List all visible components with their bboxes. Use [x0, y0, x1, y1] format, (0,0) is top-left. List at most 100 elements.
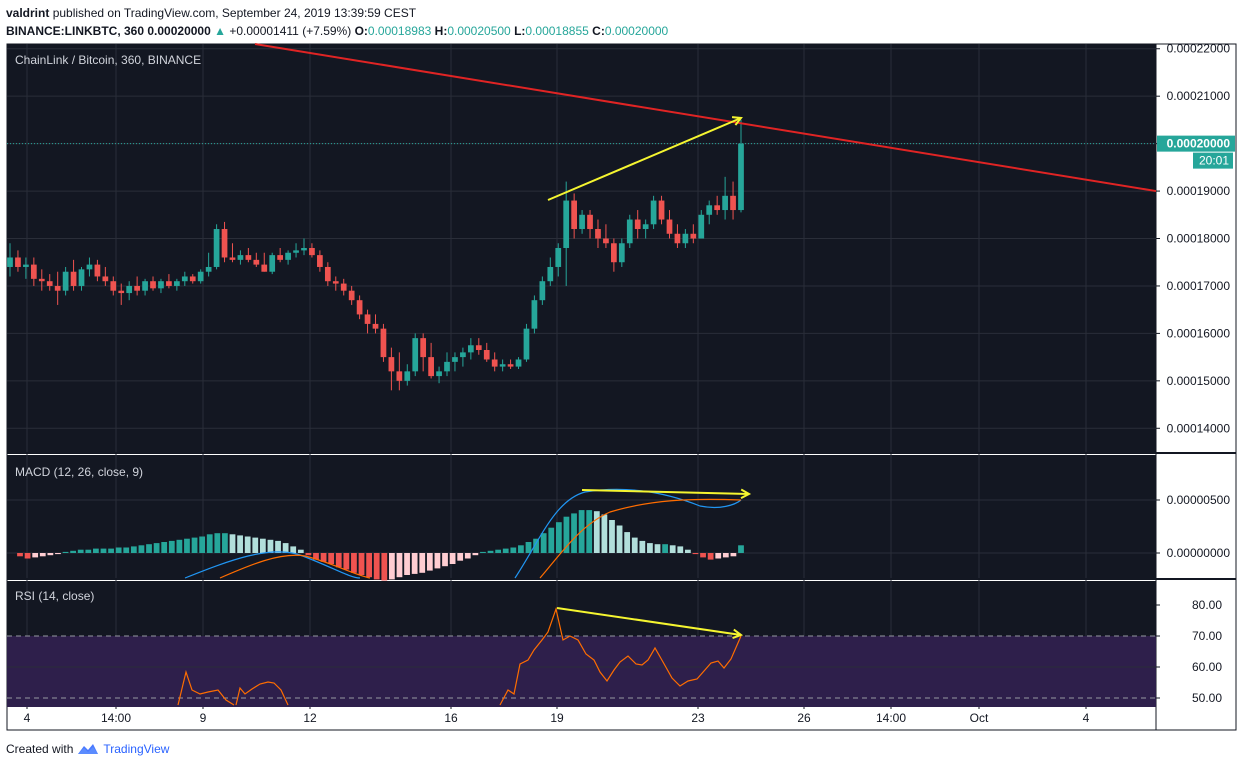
macd-histogram-bar — [692, 553, 699, 555]
candle-up — [698, 214, 705, 239]
macd-histogram-bar — [39, 553, 46, 557]
author-name[interactable]: valdrint — [6, 6, 50, 20]
created-with-label: Created with — [6, 742, 74, 756]
candle-down — [396, 371, 403, 381]
macd-histogram-bar — [191, 537, 198, 553]
candle-up — [547, 266, 554, 282]
macd-histogram-bar — [115, 547, 122, 553]
price-change: +0.00001411 (+7.59%) — [229, 24, 352, 38]
macd-histogram-bar — [495, 549, 502, 553]
publish-text: published on TradingView.com, September … — [52, 6, 417, 20]
macd-histogram-bar — [93, 548, 99, 553]
open-value: 0.00018983 — [367, 24, 432, 38]
candle-down — [54, 285, 61, 291]
candle-down — [475, 345, 482, 350]
candle-up — [722, 195, 728, 211]
macd-histogram-bar — [328, 553, 335, 564]
macd-histogram-bar — [252, 537, 259, 553]
macd-histogram-bar — [32, 553, 39, 558]
macd-histogram-bar — [457, 553, 464, 561]
candle-down — [348, 290, 355, 301]
macd-signal-line — [219, 498, 742, 579]
macd-divergence-arrow — [581, 489, 750, 495]
tradingview-brand[interactable]: TradingView — [103, 742, 170, 756]
publish-line: valdrint published on TradingView.com, S… — [6, 4, 668, 22]
candle-down — [118, 290, 125, 294]
candle-down — [166, 281, 172, 286]
macd-histogram-bar — [130, 546, 137, 553]
macd-histogram-bar — [282, 543, 289, 553]
candle-up — [460, 352, 466, 358]
time-tick-label: 12 — [303, 711, 317, 725]
rsi-tick-label: 50.00 — [1192, 691, 1222, 705]
macd-histogram-bar — [290, 546, 297, 553]
macd-histogram-bar — [647, 543, 653, 553]
macd-histogram-bar — [305, 553, 312, 556]
candle-up — [515, 359, 522, 367]
candle-up — [412, 338, 419, 372]
macd-histogram-bar — [540, 533, 547, 553]
candle-up — [404, 371, 411, 381]
candle-up — [555, 248, 562, 267]
macd-histogram-bar — [426, 553, 433, 571]
candle-down — [317, 255, 323, 267]
time-tick-label: 4 — [24, 711, 31, 725]
macd-histogram-bar — [738, 545, 744, 553]
candle-up — [618, 243, 625, 263]
candle-up — [173, 281, 180, 286]
macd-histogram-bar — [502, 548, 509, 553]
candle-down — [134, 285, 140, 291]
candle-down — [38, 278, 45, 282]
macd-histogram-bar — [555, 522, 562, 553]
open-label: O: — [354, 24, 368, 38]
macd-histogram-bar — [449, 553, 456, 564]
price-tick-label: 0.00019000 — [1167, 184, 1231, 198]
low-value: 0.00018855 — [525, 24, 589, 38]
publication-header: valdrint published on TradingView.com, S… — [6, 4, 668, 40]
macd-histogram-bar — [62, 551, 69, 553]
candle-down — [690, 233, 697, 239]
price-tick-label: 0.00021000 — [1167, 89, 1231, 103]
macd-histogram-bar — [434, 553, 441, 569]
candle-down — [730, 195, 736, 211]
symbol-line: BINANCE:LINKBTC, 360 0.00020000 ▲ +0.000… — [6, 22, 668, 40]
candle-up — [626, 219, 633, 244]
candle-down — [603, 238, 609, 244]
candle-down — [571, 200, 578, 230]
macd-histogram-bar — [373, 553, 380, 580]
candle-down — [102, 276, 109, 282]
time-tick-label: 19 — [550, 711, 564, 725]
countdown-badge — [1193, 152, 1233, 169]
macd-histogram-bar — [411, 553, 418, 574]
candle-up — [158, 281, 164, 289]
macd-histogram-bar — [662, 544, 668, 553]
macd-histogram-bar — [100, 548, 107, 553]
last-price-label: 0.00020000 — [1167, 137, 1231, 151]
macd-histogram-bar — [472, 553, 479, 556]
price-tick-label: 0.00022000 — [1167, 42, 1231, 56]
macd-histogram-bar — [199, 536, 206, 553]
price-tick-label: 0.00017000 — [1167, 279, 1231, 293]
candle-up — [205, 266, 212, 272]
time-tick-label: 9 — [200, 711, 207, 725]
close-value: 0.00020000 — [604, 24, 669, 38]
macd-histogram-bar — [669, 545, 676, 553]
candle-up — [285, 252, 291, 260]
macd-histogram-bar — [396, 553, 403, 578]
price-pane-bg — [7, 44, 1156, 452]
footer: Created with TradingView — [6, 742, 169, 756]
rsi-band — [7, 636, 1156, 707]
candle-down — [261, 264, 268, 272]
candle-up — [86, 264, 93, 270]
macd-histogram-bar — [548, 527, 555, 553]
macd-histogram-bar — [222, 533, 228, 553]
candle-down — [253, 259, 260, 265]
candle-down — [507, 364, 514, 367]
macd-histogram-bar — [722, 553, 729, 558]
candle-down — [388, 357, 395, 372]
candle-up — [126, 285, 133, 294]
time-tick-label: 23 — [691, 711, 705, 725]
candle-up — [539, 281, 546, 301]
last-price: 0.00020000 — [147, 24, 211, 38]
